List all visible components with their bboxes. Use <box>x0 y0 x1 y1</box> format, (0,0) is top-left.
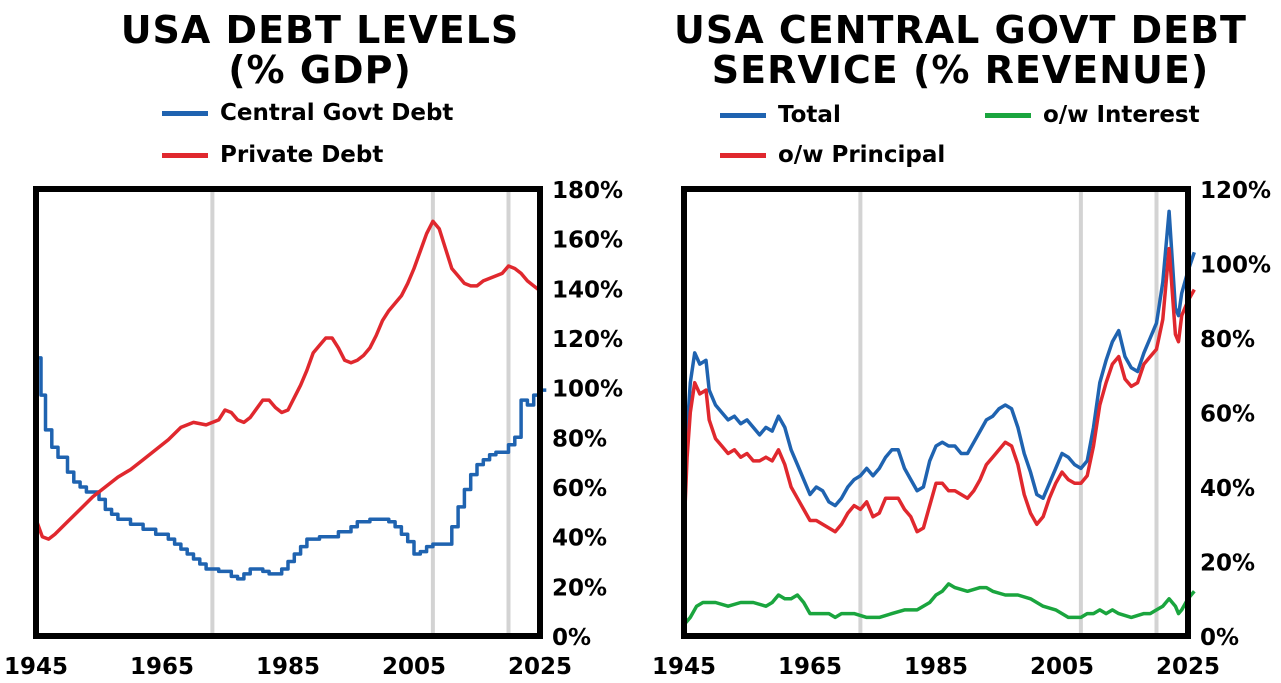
y-tick-label: 140% <box>552 277 623 303</box>
y-tick-label: 60% <box>1200 402 1255 428</box>
y-tick-label: 160% <box>552 228 623 254</box>
y-tick-label: 180% <box>552 178 623 204</box>
y-tick-label: 100% <box>1200 253 1271 279</box>
chart-title: USA CENTRAL GOVT DEBT SERVICE (% REVENUE… <box>640 10 1281 90</box>
legend-label: o/w Interest <box>1043 102 1200 128</box>
legend-swatch-red <box>720 152 766 158</box>
y-tick-label: 40% <box>1200 476 1255 502</box>
series-line-total <box>682 209 1196 517</box>
plot-frame <box>33 186 543 639</box>
y-tick-label: 80% <box>1200 327 1255 353</box>
chart-title-line-1: USA CENTRAL GOVT DEBT <box>674 8 1247 52</box>
y-tick-label: 20% <box>1200 551 1255 577</box>
plot-frame <box>681 186 1191 639</box>
y-tick-label: 0% <box>552 625 591 651</box>
chart-debt-service: USA CENTRAL GOVT DEBT SERVICE (% REVENUE… <box>640 0 1281 683</box>
series-line-central-govt-debt <box>36 356 547 581</box>
legend-item-principal: o/w Principal <box>720 142 945 168</box>
legend-label: Private Debt <box>220 142 384 168</box>
x-tick-label: 1985 <box>256 654 320 680</box>
y-tick-label: 80% <box>552 426 607 452</box>
legend-swatch-red <box>162 152 208 158</box>
legend-item-total: Total <box>720 102 841 128</box>
chart-title-line-2: SERVICE (% REVENUE) <box>711 48 1210 92</box>
x-tick-label: 1965 <box>130 654 194 680</box>
x-tick-label: 2025 <box>1156 654 1220 680</box>
series-line-o-w-principal <box>682 246 1196 534</box>
legend-item-private-debt: Private Debt <box>162 142 383 168</box>
chart-title: USA DEBT LEVELS (% GDP) <box>0 10 640 90</box>
x-tick-label: 1945 <box>652 654 716 680</box>
series-line-o-w-interest <box>682 582 1196 626</box>
legend-label: o/w Principal <box>778 142 946 168</box>
y-tick-label: 120% <box>552 327 623 353</box>
x-tick-label: 1945 <box>4 654 68 680</box>
legend-item-interest: o/w Interest <box>985 102 1200 128</box>
x-tick-label: 2005 <box>382 654 446 680</box>
chart-title-line-2: (% GDP) <box>228 48 412 92</box>
y-tick-label: 100% <box>552 377 623 403</box>
y-tick-label: 60% <box>552 476 607 502</box>
x-tick-label: 2025 <box>508 654 572 680</box>
plot-area: 0% 20% 40% 60% 80% 100% 120% 140% 160% 180% 1945 19… <box>4 178 623 680</box>
legend-swatch-blue <box>720 112 766 118</box>
plot-area: 0% 20% 40% 60% 80% 100% 120% 1945 1965 1985 2005 20… <box>652 178 1271 680</box>
x-tick-label: 1985 <box>904 654 968 680</box>
x-tick-label: 2005 <box>1030 654 1094 680</box>
legend-swatch-green <box>985 112 1031 118</box>
x-tick-label: 1965 <box>778 654 842 680</box>
legend-item-central-govt-debt: Central Govt Debt <box>162 100 453 126</box>
series-line-private-debt <box>34 219 542 541</box>
y-tick-label: 120% <box>1200 178 1271 204</box>
legend-label: Central Govt Debt <box>220 100 454 126</box>
chart-title-line-1: USA DEBT LEVELS <box>120 8 520 52</box>
legend-label: Total <box>778 102 841 128</box>
y-tick-label: 0% <box>1200 625 1239 651</box>
y-tick-label: 20% <box>552 575 607 601</box>
y-tick-label: 40% <box>552 526 607 552</box>
legend-swatch-blue <box>162 110 208 116</box>
chart-debt-levels: USA DEBT LEVELS (% GDP) Central Govt Deb… <box>0 0 640 683</box>
